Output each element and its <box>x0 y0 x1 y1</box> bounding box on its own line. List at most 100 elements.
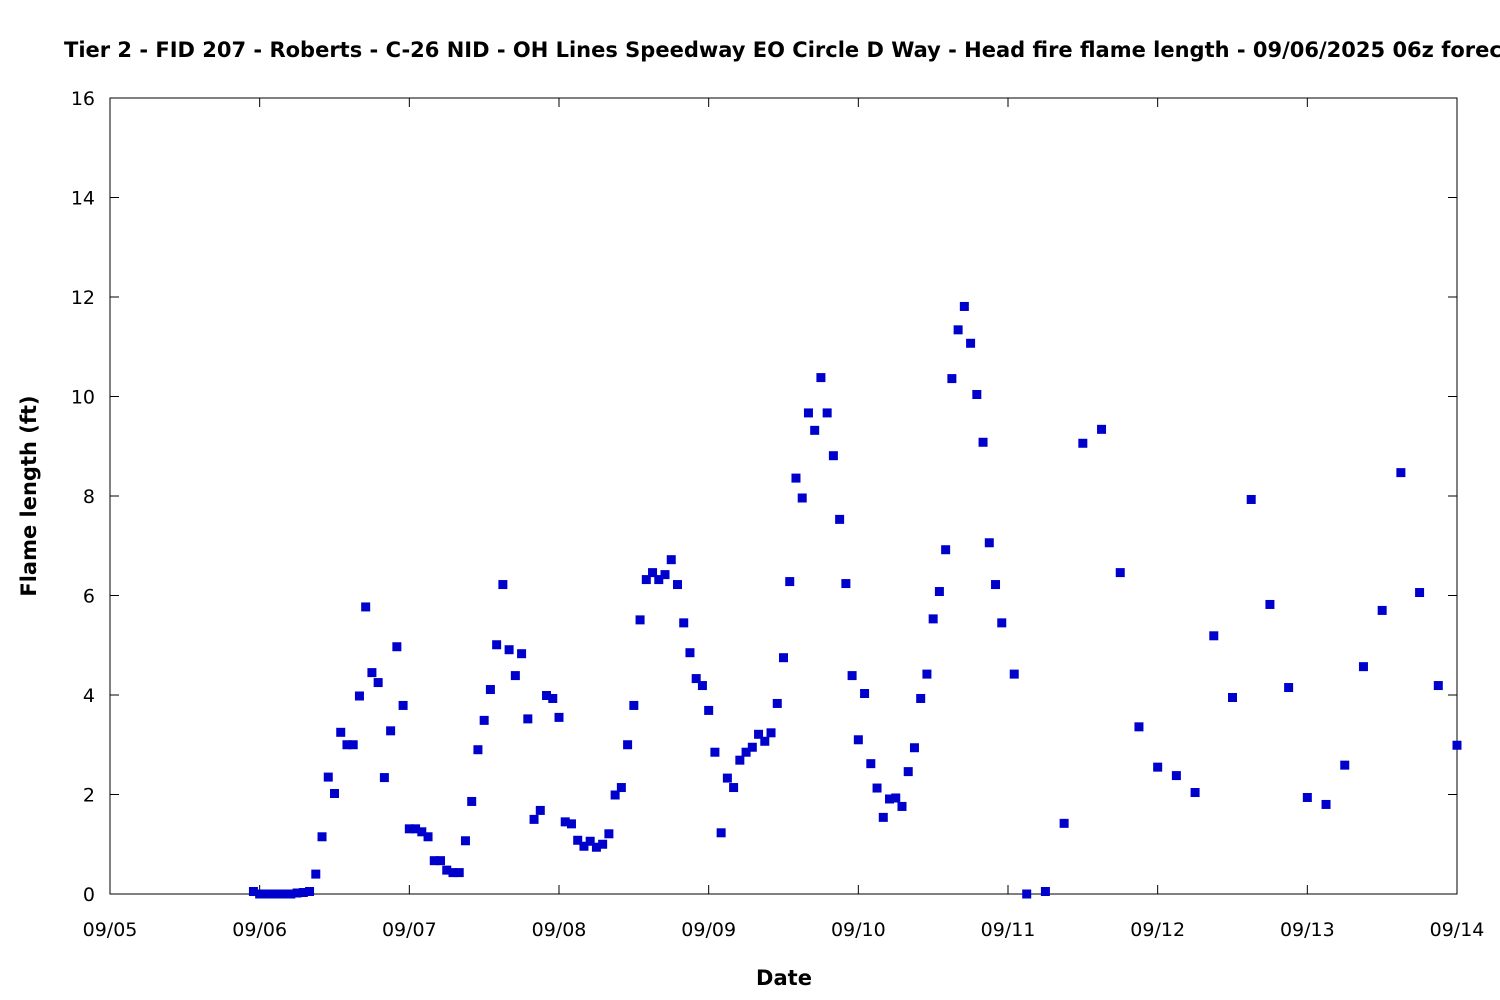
data-point <box>467 796 477 806</box>
data-point <box>978 437 988 447</box>
data-point <box>311 869 321 879</box>
data-point <box>672 580 682 590</box>
data-point <box>853 735 863 745</box>
data-point <box>317 832 327 842</box>
data-point <box>635 615 645 625</box>
data-point <box>1115 568 1125 578</box>
data-point <box>305 887 315 897</box>
chart-title: Tier 2 - FID 207 - Roberts - C-26 NID - … <box>64 38 1500 62</box>
data-point <box>922 669 932 679</box>
data-point <box>666 555 676 565</box>
data-point <box>916 693 926 703</box>
data-point <box>785 577 795 587</box>
data-point <box>934 587 944 597</box>
data-point <box>735 755 745 765</box>
data-point <box>386 726 396 736</box>
data-point <box>579 841 589 851</box>
y-tick-label: 16 <box>71 88 95 110</box>
data-point <box>373 678 383 688</box>
data-point <box>336 727 346 737</box>
data-point <box>1190 788 1200 798</box>
data-point <box>1022 889 1032 899</box>
x-tick-label: 09/05 <box>83 919 138 941</box>
data-point <box>860 689 870 699</box>
x-tick-label: 09/06 <box>232 919 287 941</box>
data-point <box>1246 494 1256 504</box>
data-point <box>1059 818 1069 828</box>
data-point <box>679 618 689 628</box>
data-point <box>429 856 439 866</box>
data-point <box>392 642 402 652</box>
data-point <box>585 836 595 846</box>
data-point <box>779 653 788 663</box>
data-point <box>803 408 813 418</box>
data-point <box>454 868 464 878</box>
x-tick-label: 09/11 <box>981 919 1036 941</box>
data-point <box>292 888 302 898</box>
y-axis-label: Flame length (ft) <box>17 395 41 596</box>
x-tick-label: 09/14 <box>1430 919 1485 941</box>
data-point <box>629 700 639 710</box>
data-point <box>766 728 776 738</box>
data-point <box>542 690 552 700</box>
y-axis-tick-labels: 0 2 4 6 8 10 12 14 16 <box>71 88 95 906</box>
data-point <box>348 740 358 750</box>
data-point <box>566 819 576 829</box>
data-point <box>1097 424 1107 434</box>
data-point <box>828 451 838 461</box>
data-point <box>966 338 976 348</box>
x-tick-label: 09/07 <box>382 919 437 941</box>
data-point <box>1040 887 1050 897</box>
data-point <box>660 570 670 580</box>
data-point <box>1358 662 1368 672</box>
data-point <box>492 640 502 650</box>
y-tick-label: 2 <box>83 785 95 807</box>
data-point <box>548 693 558 703</box>
data-point <box>1153 762 1163 772</box>
data-point <box>535 805 545 815</box>
data-point <box>623 740 633 750</box>
data-point <box>997 618 1007 628</box>
x-tick-label: 09/08 <box>532 919 587 941</box>
data-point <box>473 745 483 755</box>
data-point <box>573 835 583 845</box>
data-point <box>498 580 508 590</box>
x-tick-label: 09/13 <box>1280 919 1335 941</box>
data-point <box>523 714 533 724</box>
data-point <box>1134 722 1144 732</box>
data-point <box>298 888 308 898</box>
data-point <box>991 580 1001 590</box>
data-point <box>517 649 527 659</box>
data-point <box>816 373 826 383</box>
data-point <box>398 700 408 710</box>
data-point <box>729 783 739 793</box>
data-point <box>1415 588 1425 598</box>
data-point <box>691 674 701 684</box>
data-point <box>909 743 919 753</box>
data-point <box>891 793 901 803</box>
data-point <box>654 575 664 585</box>
y-tick-label: 4 <box>83 685 95 707</box>
x-tick-label: 09/12 <box>1130 919 1185 941</box>
data-point <box>417 827 427 837</box>
data-point <box>791 473 801 483</box>
data-point <box>448 868 458 878</box>
data-point <box>554 712 564 722</box>
data-point <box>267 889 277 899</box>
data-point <box>504 645 514 655</box>
y-tick-label: 14 <box>71 188 95 210</box>
data-point <box>754 729 764 739</box>
data-point <box>972 390 982 400</box>
data-point <box>1228 692 1237 702</box>
data-point <box>323 772 333 782</box>
data-point <box>273 889 283 899</box>
data-point <box>747 742 757 752</box>
data-point <box>379 773 389 783</box>
data-point <box>1265 599 1275 609</box>
data-point <box>866 759 876 769</box>
x-axis-label: Date <box>756 966 812 990</box>
data-point <box>1340 760 1350 770</box>
data-point <box>560 817 570 827</box>
data-point <box>423 832 433 842</box>
x-axis-tick-labels: 09/05 09/06 09/07 09/08 09/09 09/10 09/11 09/12… <box>83 919 1485 941</box>
